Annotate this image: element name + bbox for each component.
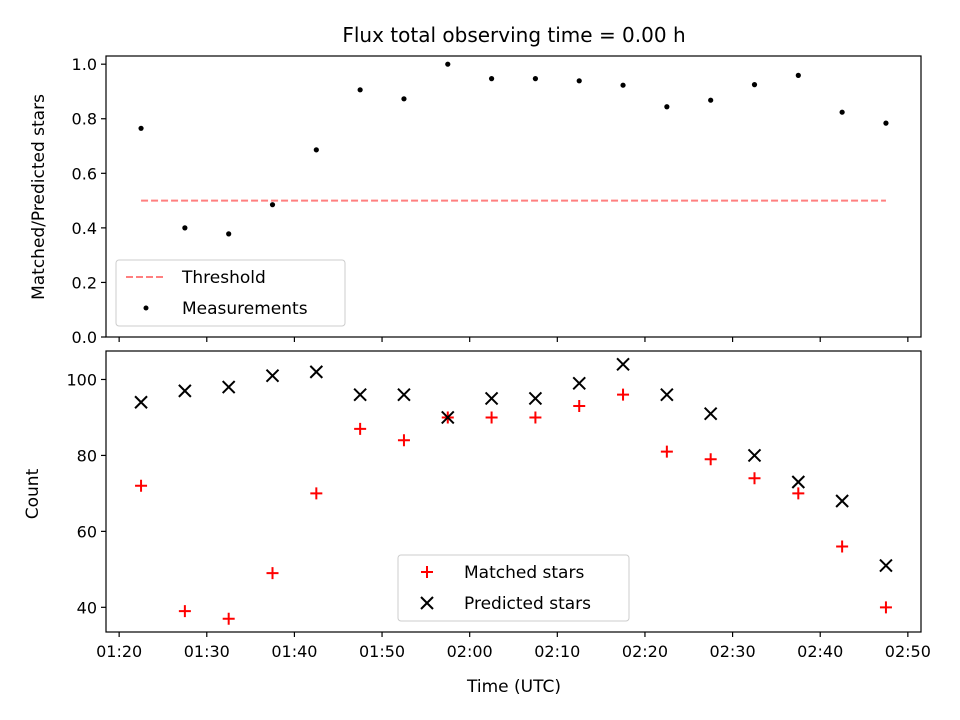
- measurements-point: [620, 82, 626, 88]
- predicted-stars-point: [572, 376, 586, 390]
- matched-stars-point: [485, 411, 498, 424]
- matched-stars-point: [397, 434, 410, 447]
- measurements-point: [795, 72, 801, 78]
- matched-stars-point: [178, 605, 191, 618]
- legend-measurements-swatch: [143, 305, 149, 311]
- bottom-x-tick-label: 02:30: [710, 642, 756, 661]
- bottom-y-tick-label: 40: [77, 598, 97, 617]
- top-y-tick-label: 0.4: [72, 219, 97, 238]
- matched-stars-point: [222, 612, 235, 625]
- matched-stars-point: [529, 411, 542, 424]
- bottom-x-tick-label: 01:20: [96, 642, 142, 661]
- legend-matched-swatch: [421, 566, 433, 578]
- measurements-point: [357, 87, 363, 93]
- matched-stars-point: [792, 487, 805, 500]
- top-y-tick-label: 1.0: [72, 55, 97, 74]
- matched-stars-point: [660, 445, 673, 458]
- bottom-y-tick-label: 100: [66, 370, 97, 389]
- bottom-x-tick-label: 01:50: [359, 642, 405, 661]
- measurements-point: [445, 61, 451, 67]
- measurements-point: [401, 96, 407, 102]
- chart-title: Flux total observing time = 0.00 h: [342, 23, 685, 47]
- matched-stars-point: [617, 388, 630, 401]
- top-y-tick-label: 0.8: [72, 110, 97, 129]
- legend-predicted-swatch: [420, 596, 434, 610]
- bottom-x-tick-label: 01:30: [184, 642, 230, 661]
- matched-stars-point: [704, 453, 717, 466]
- x-axis-label: Time (UTC): [466, 677, 561, 697]
- bottom-y-tick-label: 80: [77, 446, 97, 465]
- measurements-point: [182, 225, 188, 231]
- matched-stars-point: [135, 479, 148, 492]
- bottom-x-tick-label: 02:50: [885, 642, 931, 661]
- measurements-point: [138, 125, 144, 131]
- measurements-point: [576, 78, 582, 84]
- predicted-stars-point: [747, 448, 762, 463]
- top-axes-frame: [105, 55, 922, 338]
- predicted-stars-point: [484, 391, 499, 406]
- top-y-tick-label: 0.6: [72, 164, 97, 183]
- legend-threshold-label: Threshold: [181, 268, 266, 288]
- matched-stars-point: [354, 422, 367, 435]
- top-y-axis-label: Matched/Predicted stars: [29, 94, 49, 300]
- matched-stars-point: [836, 540, 849, 553]
- matched-stars-point: [748, 472, 761, 485]
- predicted-stars-point: [265, 368, 280, 383]
- measurements-point: [751, 82, 758, 88]
- measurements-point: [532, 76, 539, 82]
- measurements-point: [708, 97, 714, 103]
- measurements-point: [313, 147, 319, 153]
- top-legend: Threshold Measurements: [115, 259, 346, 327]
- predicted-stars-point: [221, 380, 236, 394]
- bottom-axes-frame: [105, 350, 922, 633]
- bottom-y-axis-label: Count: [23, 468, 43, 519]
- measurements-point: [488, 76, 495, 82]
- legend-matched-label: Matched stars: [464, 563, 584, 583]
- bottom-x-tick-label: 02:10: [534, 642, 580, 661]
- measurements-point: [839, 109, 845, 115]
- matched-stars-point: [310, 487, 323, 500]
- measurements-point: [269, 202, 276, 208]
- predicted-stars-point: [353, 387, 367, 402]
- predicted-stars-point: [134, 395, 148, 409]
- predicted-stars-point: [441, 410, 455, 425]
- predicted-stars-point: [397, 387, 411, 402]
- predicted-stars-point: [791, 475, 806, 489]
- top-y-tick-label: 0.2: [72, 273, 97, 292]
- top-y-tick-label: 0.0: [72, 328, 97, 347]
- legend-measurements-label: Measurements: [182, 299, 308, 319]
- bottom-legend: Matched stars Predicted stars: [397, 554, 630, 622]
- matched-stars-point: [266, 567, 279, 580]
- measurements-point: [226, 231, 232, 237]
- predicted-stars-point: [879, 558, 893, 573]
- bottom-x-tick-label: 01:40: [271, 642, 317, 661]
- bottom-x-tick-label: 02:00: [447, 642, 493, 661]
- predicted-stars-point: [309, 365, 324, 379]
- bottom-y-tick-label: 60: [77, 522, 97, 541]
- bottom-legend-frame: [397, 554, 630, 622]
- predicted-stars-point: [178, 384, 192, 398]
- legend-predicted-label: Predicted stars: [464, 594, 591, 614]
- matched-stars-point: [879, 601, 892, 614]
- bottom-x-tick-label: 02:20: [622, 642, 668, 661]
- bottom-panel: 40 60 80 100 01:20 01:30 01:40 01:50 02:00 02:10 0…: [66, 350, 931, 661]
- measurements-point: [883, 120, 889, 126]
- top-panel: 0.0 0.2 0.4 0.6 0.8 1.0: [72, 55, 922, 347]
- top-legend-frame: [115, 259, 346, 327]
- predicted-stars-point: [616, 357, 630, 371]
- matched-stars-point: [573, 400, 586, 413]
- bottom-x-tick-label: 02:40: [797, 642, 843, 661]
- predicted-stars-point: [528, 391, 543, 406]
- measurements-point: [664, 104, 670, 110]
- predicted-stars-point: [835, 494, 849, 508]
- predicted-stars-point: [660, 387, 674, 402]
- predicted-stars-point: [703, 406, 718, 421]
